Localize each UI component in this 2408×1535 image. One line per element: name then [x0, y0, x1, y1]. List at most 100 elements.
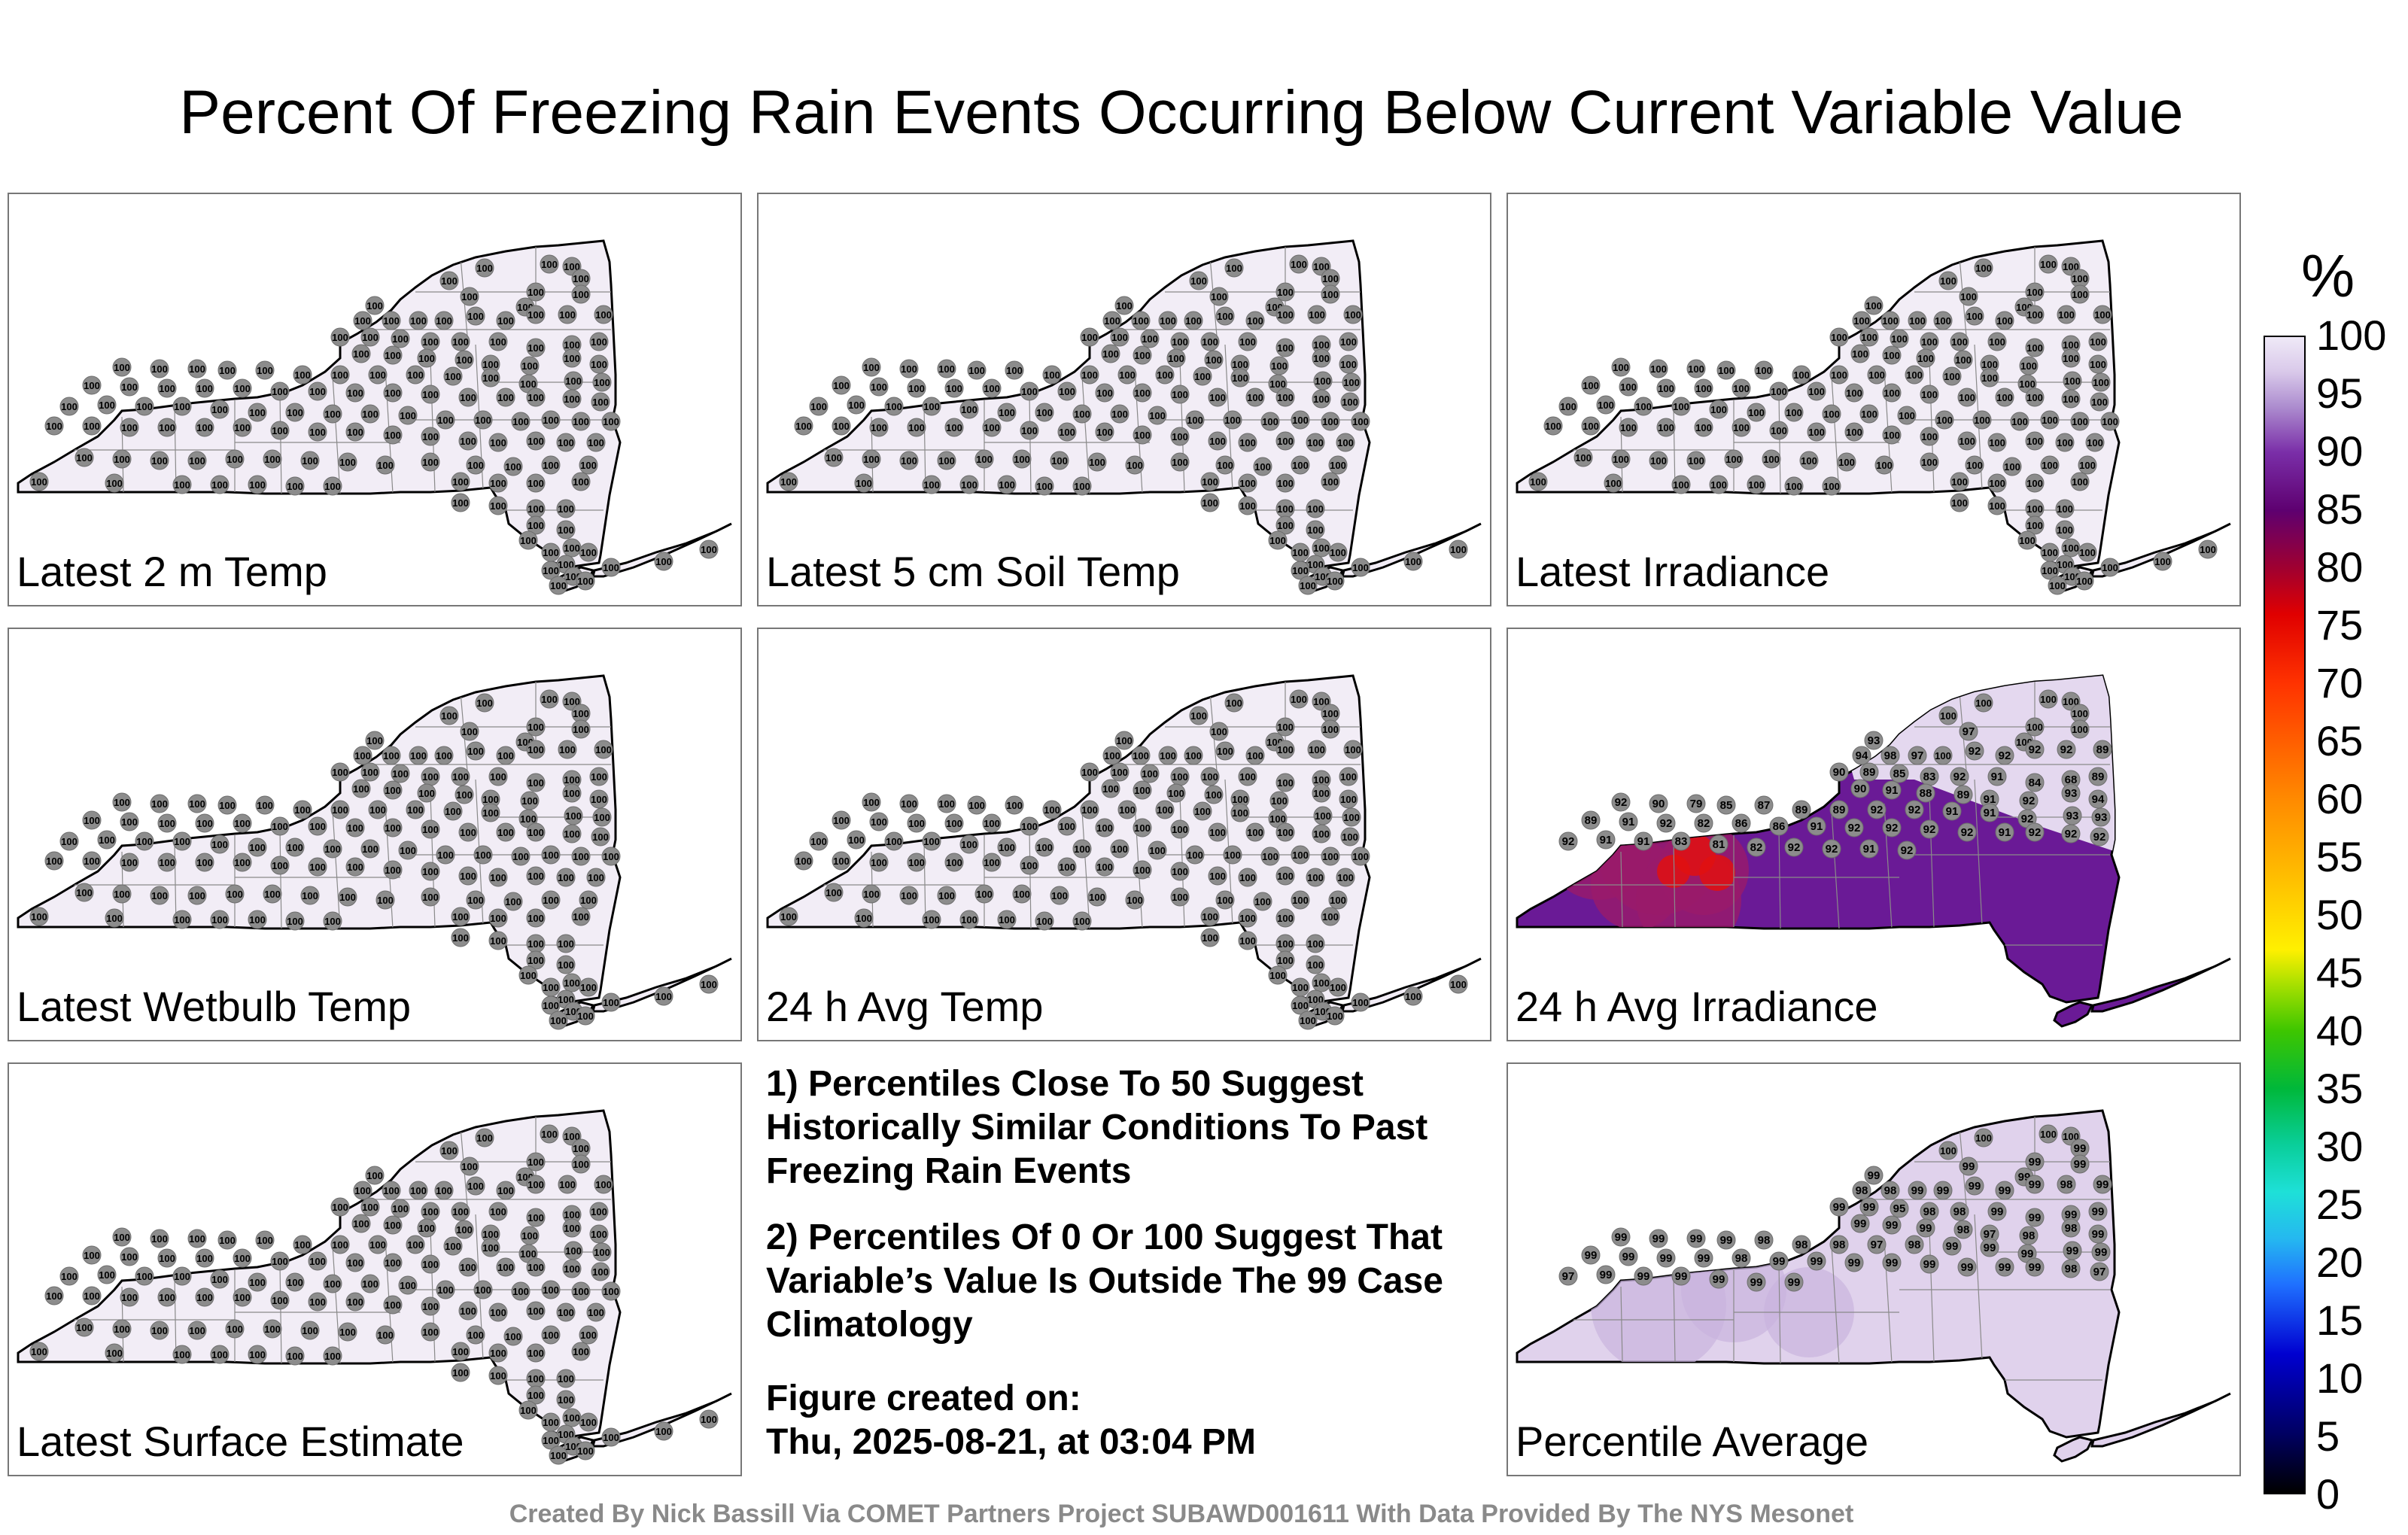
station-value: 87: [1758, 799, 1771, 812]
station-value: 100: [1771, 425, 1787, 436]
station-marker: 100: [270, 816, 290, 836]
station-marker: 100: [1158, 311, 1178, 330]
station-marker: 100: [1942, 366, 1962, 386]
station-value: 90: [1833, 766, 1846, 779]
station-marker: 100: [1020, 856, 1039, 875]
station-marker: 100: [1072, 404, 1092, 424]
station-value: 99: [1937, 1184, 1950, 1197]
station-value: 98: [2060, 1178, 2073, 1191]
station-marker: 100: [1291, 455, 1310, 475]
station-marker: 100: [2057, 305, 2076, 324]
station-marker: 100: [2075, 571, 2094, 591]
station-value: 100: [528, 1262, 544, 1273]
station-value: 100: [1322, 724, 1339, 735]
station-marker: 100: [1209, 722, 1229, 741]
station-marker: 100: [451, 1342, 470, 1361]
station-value: 100: [1733, 383, 1750, 394]
station-value: 100: [1142, 768, 1158, 780]
station-value: 100: [482, 794, 499, 805]
station-marker: 100: [417, 1218, 436, 1238]
station-marker: 100: [562, 783, 582, 803]
station-value: 100: [490, 872, 506, 883]
station-marker: 100: [518, 1400, 538, 1420]
station-marker: 92: [1897, 840, 1917, 860]
station-marker: 100: [421, 452, 440, 472]
station-marker: 100: [2061, 538, 2081, 558]
station-marker: 100: [255, 360, 275, 380]
station-marker: 100: [451, 907, 470, 926]
station-marker: 100: [323, 1346, 342, 1366]
station-value: 100: [1119, 369, 1136, 381]
station-marker: 100: [105, 908, 124, 928]
station-value: 99: [2029, 1156, 2042, 1169]
station-value: 100: [482, 359, 499, 370]
station-marker: 100: [308, 816, 327, 836]
station-marker: 99: [2093, 1175, 2112, 1194]
station-value: 100: [810, 401, 827, 412]
station-marker: 100: [248, 1272, 267, 1292]
station-marker: 100: [1133, 345, 1152, 365]
station-value: 100: [1059, 821, 1075, 832]
station-marker: 100: [2025, 717, 2045, 737]
station-marker: 100: [195, 1287, 214, 1307]
station-marker: 100: [564, 371, 583, 391]
station-marker: 100: [1101, 344, 1120, 363]
station-value: 100: [1756, 365, 1772, 376]
station-value: 100: [871, 816, 887, 828]
station-value: 100: [385, 1220, 401, 1231]
station-value: 100: [1096, 388, 1113, 399]
station-marker: 100: [172, 1266, 192, 1286]
station-marker: 100: [907, 418, 926, 437]
station-value: 100: [460, 436, 476, 447]
station-value: 100: [249, 1349, 266, 1360]
station-marker: 100: [1974, 258, 1993, 278]
station-marker: 100: [526, 1257, 546, 1277]
station-value: 100: [528, 1390, 544, 1401]
station-value: 100: [422, 771, 439, 783]
station-marker: 100: [1200, 767, 1220, 786]
station-marker: 100: [330, 800, 350, 819]
station-value: 100: [1126, 895, 1143, 906]
station-value: 100: [2072, 708, 2088, 719]
station-marker: 100: [1275, 499, 1295, 518]
station-value: 100: [1172, 892, 1188, 903]
station-marker: 93: [1864, 731, 1884, 750]
station-value: 100: [2026, 478, 2043, 489]
station-marker: 100: [421, 862, 440, 881]
station-marker: 100: [1012, 449, 1032, 469]
station-value: 100: [418, 1223, 435, 1234]
station-marker: 100: [2017, 374, 2037, 394]
station-value: 98: [2065, 1263, 2078, 1275]
station-value: 100: [369, 804, 386, 816]
station-marker: 100: [1336, 868, 1355, 887]
station-marker: 100: [2070, 704, 2090, 723]
station-value: 100: [528, 1348, 544, 1359]
station-marker: 100: [112, 357, 132, 377]
station-marker: 100: [365, 296, 385, 315]
station-value: 100: [227, 454, 243, 465]
station-marker: 100: [458, 866, 478, 886]
station-marker: 100: [526, 934, 546, 953]
station-marker: 100: [1822, 476, 1841, 496]
station-value: 100: [392, 1203, 409, 1214]
station-value: 100: [2063, 696, 2079, 707]
station-value: 100: [573, 289, 589, 300]
station-marker: 100: [1449, 540, 1468, 559]
station-value: 98: [1908, 1239, 1921, 1251]
station-marker: 99: [1987, 1202, 2007, 1221]
station-value: 100: [901, 363, 917, 375]
station-value: 100: [550, 580, 567, 591]
station-marker: 100: [589, 767, 609, 786]
station-marker: 100: [391, 764, 410, 783]
station-value: 100: [1763, 454, 1780, 465]
station-marker: 100: [944, 418, 964, 437]
station-value: 100: [452, 336, 469, 348]
station-value: 100: [520, 535, 537, 546]
station-marker: 92: [1882, 818, 1902, 837]
station-value: 100: [923, 836, 940, 847]
station-value: 100: [810, 836, 827, 847]
station-marker: 100: [2025, 473, 2045, 493]
station-value: 100: [422, 389, 439, 400]
station-value: 100: [106, 1348, 123, 1359]
station-marker: 100: [434, 1181, 454, 1200]
